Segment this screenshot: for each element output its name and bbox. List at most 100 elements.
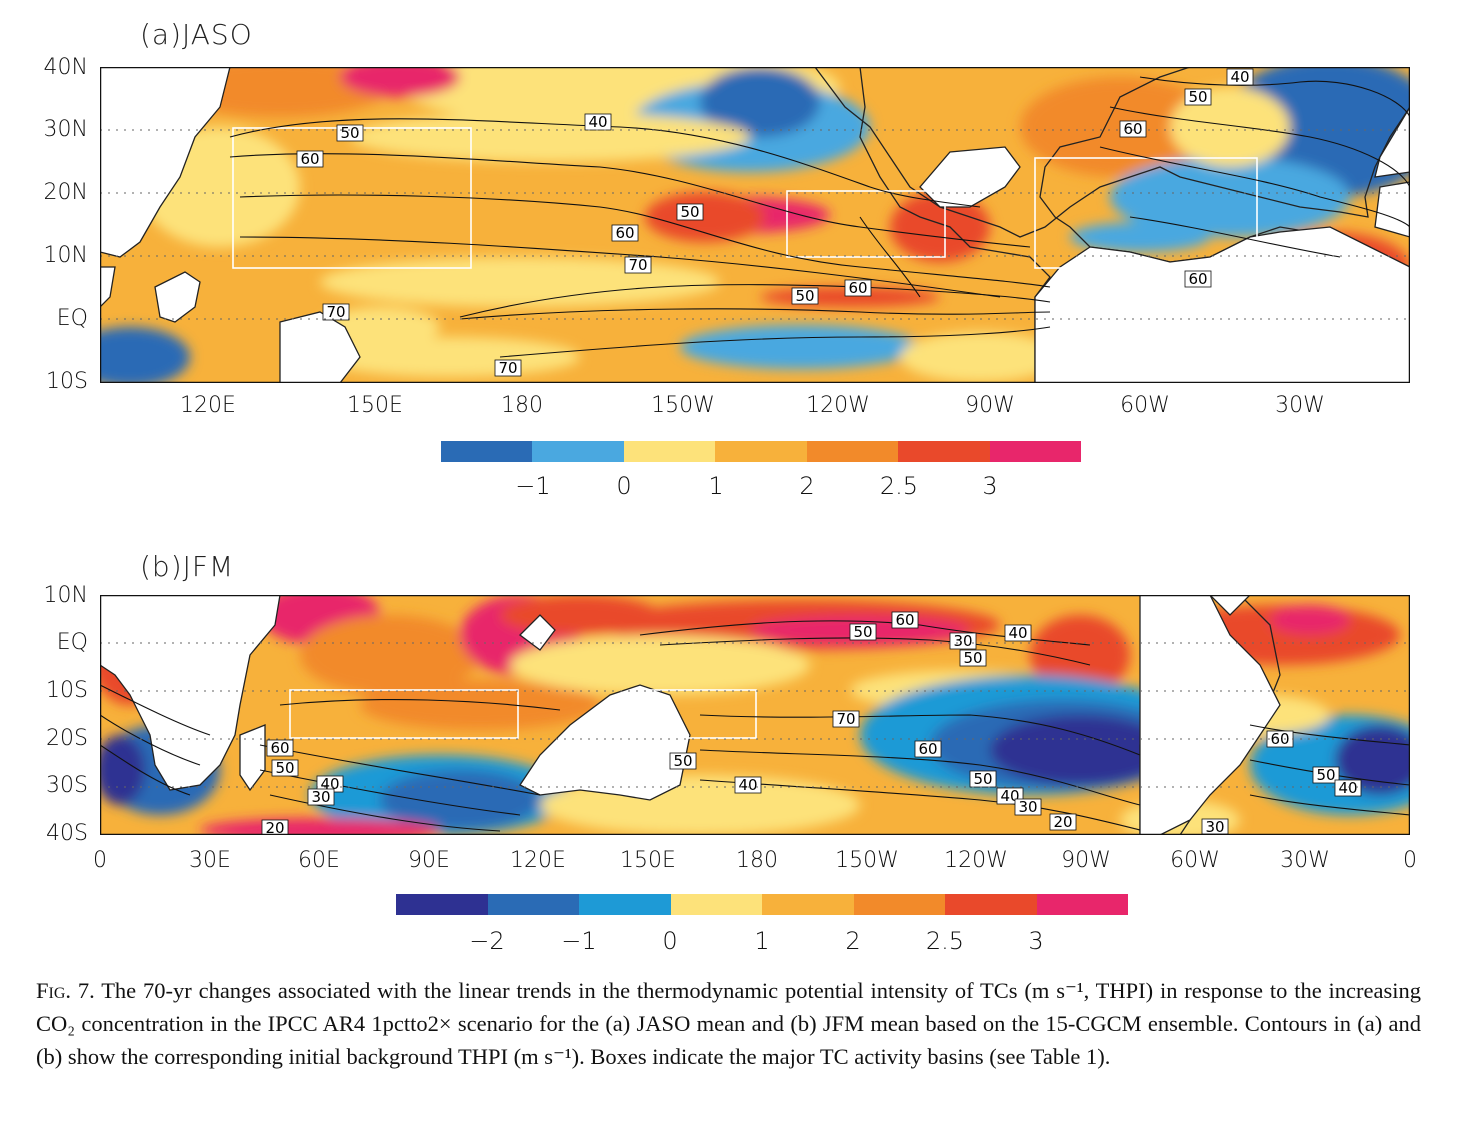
contour-label: 60 bbox=[1270, 730, 1289, 748]
panel-b-lon-tick: 120E bbox=[510, 848, 566, 873]
colorbar-swatch bbox=[1036, 894, 1128, 915]
colorbar-label: −2 bbox=[469, 927, 505, 955]
contour-label: 40 bbox=[588, 113, 607, 131]
figure-caption: Fig. 7. The 70-yr changes associated wit… bbox=[36, 974, 1421, 1073]
panel-a-colorbar bbox=[441, 441, 1081, 462]
colorbar-swatch bbox=[945, 894, 1037, 915]
colorbar-swatch bbox=[670, 894, 762, 915]
contour-label: 50 bbox=[680, 203, 699, 221]
contour-label: 60 bbox=[895, 611, 914, 629]
contour-lines bbox=[229, 76, 1410, 358]
panel-b-lat-tick: EQ bbox=[56, 630, 88, 655]
contour-label: 60 bbox=[300, 150, 319, 168]
panel-a-lat-tick: 40N bbox=[43, 55, 88, 80]
panel-a-lat-tick: 20N bbox=[43, 180, 88, 205]
contour-label: 40 bbox=[1338, 779, 1357, 797]
caption-text: The 70-yr changes associated with the li… bbox=[36, 978, 1421, 1069]
colorbar-swatch bbox=[396, 894, 488, 915]
contour-label: 70 bbox=[628, 256, 647, 274]
colorbar-label: 3 bbox=[1028, 927, 1044, 955]
panel-a-map: 50 60 40 50 60 70 70 70 40 50 60 50 60 bbox=[100, 67, 1410, 383]
panel-a-lon-tick: 120W bbox=[806, 393, 870, 418]
panel-b-lon-tick: 90W bbox=[1061, 848, 1111, 873]
contour-label: 60 bbox=[848, 279, 867, 297]
colorbar-label: 2 bbox=[799, 472, 815, 500]
contour-label: 40 bbox=[1230, 68, 1249, 86]
colorbar-label: 2.5 bbox=[879, 472, 919, 500]
contour-label: 70 bbox=[836, 710, 855, 728]
panel-b-lon-tick: 30W bbox=[1280, 848, 1330, 873]
contour-label: 60 bbox=[615, 224, 634, 242]
panel-b-lon-tick: 60E bbox=[298, 848, 340, 873]
panel-b-lat-tick: 10S bbox=[46, 678, 88, 703]
contour-label: 50 bbox=[1316, 766, 1335, 784]
panel-b-map: 60 50 40 30 20 60 50 30 40 50 70 60 50 bbox=[100, 595, 1410, 835]
contour-label: 50 bbox=[853, 623, 872, 641]
colorbar-swatch bbox=[715, 441, 807, 462]
contour-label: 50 bbox=[340, 124, 359, 142]
colorbar-swatch bbox=[532, 441, 624, 462]
contour-label: 60 bbox=[1188, 270, 1207, 288]
colorbar-label: 1 bbox=[708, 472, 724, 500]
colorbar-label: 2 bbox=[845, 927, 861, 955]
colorbar-swatch bbox=[989, 441, 1081, 462]
panel-b-lat-tick: 20S bbox=[46, 726, 88, 751]
contour-label: 30 bbox=[1205, 818, 1224, 835]
colorbar-label: 0 bbox=[662, 927, 678, 955]
contour-label: 50 bbox=[963, 649, 982, 667]
colorbar-swatch bbox=[762, 894, 854, 915]
panel-b-lat-tick: 10N bbox=[43, 583, 88, 608]
colorbar-label: 1 bbox=[754, 927, 770, 955]
basin-boxes bbox=[289, 689, 757, 739]
contour-label: 50 bbox=[1188, 88, 1207, 106]
contour-label: 60 bbox=[1123, 120, 1142, 138]
colorbar-swatch bbox=[441, 441, 533, 462]
panel-a-lat-tick: EQ bbox=[56, 306, 88, 331]
contour-label: 30 bbox=[953, 632, 972, 650]
contour-label: 20 bbox=[1053, 813, 1072, 831]
contour-label: 30 bbox=[1018, 798, 1037, 816]
colorbar-label: 2.5 bbox=[925, 927, 965, 955]
colorbar-swatch bbox=[623, 441, 716, 462]
panel-b-colorbar bbox=[396, 894, 1128, 915]
colorbar-label: 0 bbox=[616, 472, 632, 500]
contour-label: 30 bbox=[311, 788, 330, 806]
panel-b-lon-tick: 0 bbox=[1403, 848, 1417, 873]
colorbar-swatch bbox=[853, 894, 945, 915]
panel-a-lon-tick: 30W bbox=[1275, 393, 1325, 418]
panel-b-lat-tick: 30S bbox=[46, 773, 88, 798]
contour-label: 40 bbox=[738, 776, 757, 794]
panel-a-lat-tick: 30N bbox=[43, 117, 88, 142]
panel-a-title: (a)JASO bbox=[140, 18, 253, 51]
contour-label: 70 bbox=[498, 359, 517, 377]
contour-label: 50 bbox=[275, 759, 294, 777]
contour-label-boxes: 60 50 40 30 20 60 50 30 40 50 70 60 50 bbox=[261, 611, 1362, 835]
panel-a-lat-tick: 10S bbox=[46, 369, 88, 394]
contour-lines bbox=[100, 620, 1410, 832]
panel-a-frame bbox=[100, 67, 1410, 383]
colorbar-swatch bbox=[898, 441, 990, 462]
panel-b-lon-tick: 60W bbox=[1170, 848, 1220, 873]
panel-b-lon-tick: 180 bbox=[736, 848, 778, 873]
colorbar-label: 3 bbox=[982, 472, 998, 500]
contour-label: 20 bbox=[265, 819, 284, 835]
panel-b-lon-tick: 90E bbox=[408, 848, 450, 873]
panel-a-lon-tick: 60W bbox=[1120, 393, 1170, 418]
contour-label: 60 bbox=[918, 740, 937, 758]
colorbar-swatch bbox=[487, 894, 579, 915]
panel-b-lon-tick: 120W bbox=[944, 848, 1008, 873]
colorbar-swatch bbox=[579, 894, 671, 915]
contour-label: 60 bbox=[270, 739, 289, 757]
panel-a-lon-tick: 150E bbox=[347, 393, 403, 418]
contour-label: 40 bbox=[1008, 624, 1027, 642]
contour-label: 50 bbox=[973, 770, 992, 788]
colorbar-label: −1 bbox=[515, 472, 551, 500]
panel-b-lon-tick: 150E bbox=[620, 848, 676, 873]
panel-a-lon-tick: 120E bbox=[180, 393, 236, 418]
panel-a-lon-tick: 150W bbox=[651, 393, 715, 418]
panel-b-title: (b)JFM bbox=[140, 550, 235, 583]
panel-b-lat-tick: 40S bbox=[46, 821, 88, 846]
panel-b-lon-tick: 30E bbox=[189, 848, 231, 873]
panel-a-lon-tick: 180 bbox=[501, 393, 543, 418]
land-masks bbox=[100, 595, 1281, 835]
